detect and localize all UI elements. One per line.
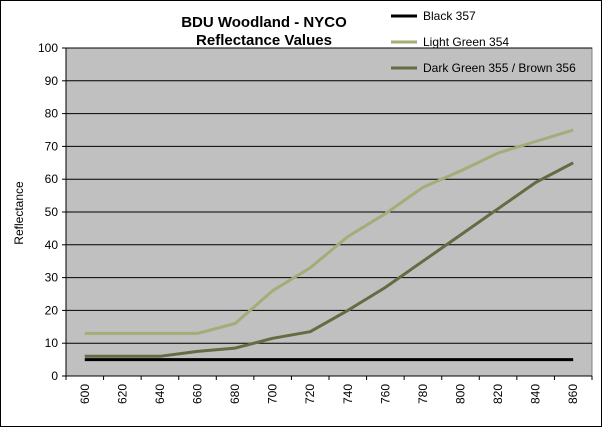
legend: Black 357 Light Green 354 Dark Green 355 /… (391, 9, 576, 75)
x-tick-label: 800 (454, 384, 468, 404)
y-tick-label: 40 (45, 238, 59, 252)
gridlines (62, 47, 593, 380)
x-tick-label: 740 (341, 384, 355, 404)
legend-label: Light Green 354 (423, 35, 509, 49)
y-tick-label: 20 (45, 303, 59, 317)
series-line-2 (84, 161, 574, 358)
y-tick-label: 10 (45, 336, 59, 350)
y-tick-label: 70 (45, 139, 59, 153)
y-tick-label: 90 (45, 74, 59, 88)
chart-title-line-2: Reflectance Values (196, 32, 332, 49)
y-axis-title: Reflectance (12, 181, 26, 245)
x-tick-label: 660 (191, 384, 205, 404)
y-tick-label: 0 (51, 369, 58, 383)
x-tick-label: 720 (303, 384, 317, 404)
y-tick-label: 60 (45, 172, 59, 186)
y-tick-label: 80 (45, 107, 59, 121)
x-tick-label: 840 (529, 384, 543, 404)
y-tick-label: 30 (45, 271, 59, 285)
y-tick-labels: 0 10 20 30 40 50 60 70 80 90 100 (38, 41, 58, 383)
legend-label: Black 357 (423, 9, 476, 23)
series-lines (84, 128, 574, 362)
x-tick-label: 620 (115, 384, 129, 404)
series-line-1 (84, 128, 574, 335)
x-tick-label: 780 (416, 384, 430, 404)
x-tick-labels: 600 620 640 660 680 700 720 740 760 780 800 820 840 8… (78, 384, 580, 404)
x-tick-label: 820 (491, 384, 505, 404)
x-tick-label: 680 (228, 384, 242, 404)
x-tick-label: 700 (266, 384, 280, 404)
y-tick-label: 50 (45, 205, 59, 219)
y-tick-label: 100 (38, 41, 58, 55)
x-tick-label: 640 (153, 384, 167, 404)
chart-title-line-1: BDU Woodland - NYCO (181, 14, 347, 31)
x-tick-label: 760 (378, 384, 392, 404)
x-tick-label: 860 (566, 384, 580, 404)
x-tick-label: 600 (78, 384, 92, 404)
legend-label: Dark Green 355 / Brown 356 (423, 61, 576, 75)
